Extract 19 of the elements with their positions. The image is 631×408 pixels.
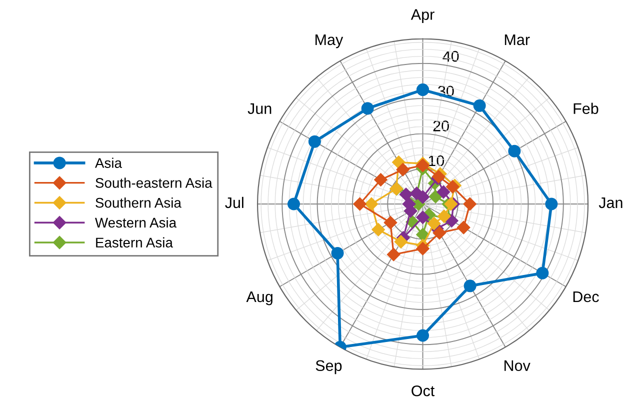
spoke-label: Sep	[316, 360, 342, 374]
legend-label: Asia	[94, 158, 122, 168]
spoke-label: Aug	[246, 292, 272, 306]
spoke-label: May	[316, 34, 344, 48]
y-tick-label: 10	[428, 155, 444, 166]
spoke-label: Nov	[504, 360, 530, 372]
legend-label: Eastern Asia	[96, 237, 173, 248]
spoke-label: Jan	[598, 197, 622, 208]
legend-label: Western Asia	[95, 217, 177, 228]
y-tick-label: 40	[442, 50, 459, 62]
spoke-label: Mar	[504, 34, 530, 46]
spoke-label: Feb	[574, 102, 598, 114]
spoke-label: Dec	[573, 292, 599, 302]
spoke-label: Jun	[248, 103, 272, 114]
spoke-label: Oct	[412, 385, 435, 396]
legend-label: Southern Asia	[96, 198, 182, 208]
spoke-label: Jul	[225, 196, 244, 208]
legend-label: South-eastern Asia	[96, 178, 212, 188]
spoke-label: Apr	[410, 9, 434, 23]
